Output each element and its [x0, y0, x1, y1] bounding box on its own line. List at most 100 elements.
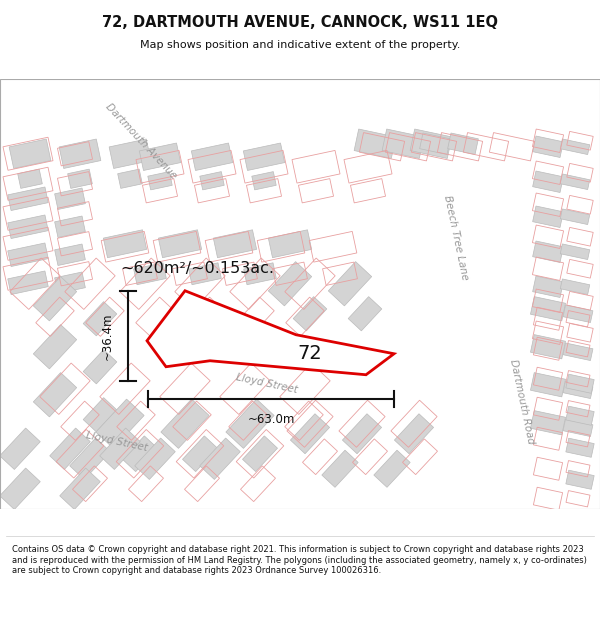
Polygon shape	[0, 211, 340, 274]
Polygon shape	[148, 172, 172, 190]
Text: Map shows position and indicative extent of the property.: Map shows position and indicative extent…	[140, 40, 460, 50]
Polygon shape	[448, 133, 478, 154]
Polygon shape	[566, 470, 594, 489]
Polygon shape	[139, 143, 181, 171]
Text: ~620m²/~0.153ac.: ~620m²/~0.153ac.	[120, 261, 274, 276]
Polygon shape	[8, 187, 48, 211]
Polygon shape	[419, 133, 451, 154]
Polygon shape	[214, 230, 257, 258]
Polygon shape	[109, 139, 151, 169]
Polygon shape	[96, 399, 144, 448]
Polygon shape	[55, 216, 85, 238]
Polygon shape	[563, 381, 593, 399]
Polygon shape	[17, 169, 43, 188]
Polygon shape	[566, 438, 594, 458]
Polygon shape	[103, 230, 146, 258]
Polygon shape	[0, 428, 40, 469]
Polygon shape	[293, 297, 327, 331]
Polygon shape	[560, 139, 590, 154]
Polygon shape	[161, 399, 209, 448]
Polygon shape	[343, 414, 382, 454]
Polygon shape	[68, 169, 92, 188]
Polygon shape	[242, 436, 277, 472]
Polygon shape	[55, 188, 85, 209]
Polygon shape	[533, 241, 563, 262]
Text: ~63.0m: ~63.0m	[247, 412, 295, 426]
Polygon shape	[134, 262, 166, 285]
Polygon shape	[244, 143, 284, 171]
Polygon shape	[83, 398, 117, 432]
Polygon shape	[118, 169, 142, 188]
Polygon shape	[188, 262, 221, 285]
Polygon shape	[394, 414, 434, 454]
Polygon shape	[530, 297, 566, 321]
Polygon shape	[34, 372, 77, 417]
Polygon shape	[490, 79, 600, 224]
Polygon shape	[348, 297, 382, 331]
Polygon shape	[8, 215, 48, 239]
Polygon shape	[50, 428, 90, 469]
Polygon shape	[147, 291, 394, 375]
Polygon shape	[8, 271, 48, 294]
Polygon shape	[182, 436, 217, 472]
Polygon shape	[252, 172, 276, 190]
Polygon shape	[560, 279, 590, 294]
Polygon shape	[55, 244, 85, 266]
Polygon shape	[55, 272, 85, 294]
Polygon shape	[70, 438, 110, 479]
Polygon shape	[268, 230, 311, 258]
Text: ~36.4m: ~36.4m	[101, 312, 114, 359]
Text: Lloyd Street: Lloyd Street	[85, 431, 149, 454]
Polygon shape	[563, 305, 593, 322]
Polygon shape	[530, 372, 566, 397]
Polygon shape	[8, 243, 48, 266]
Polygon shape	[322, 450, 358, 488]
Text: Dartmouth Avenue: Dartmouth Avenue	[104, 101, 178, 181]
Polygon shape	[200, 438, 240, 479]
Polygon shape	[560, 244, 590, 259]
Polygon shape	[59, 139, 101, 169]
Text: Lloyd Street: Lloyd Street	[235, 372, 299, 396]
Polygon shape	[500, 364, 600, 514]
Polygon shape	[135, 438, 175, 479]
Polygon shape	[268, 262, 311, 306]
Polygon shape	[530, 334, 566, 359]
Polygon shape	[34, 324, 77, 369]
Polygon shape	[563, 419, 593, 436]
Polygon shape	[533, 206, 563, 228]
Polygon shape	[563, 343, 593, 361]
Polygon shape	[382, 129, 424, 159]
Polygon shape	[0, 79, 310, 419]
Polygon shape	[566, 406, 594, 425]
Polygon shape	[560, 174, 590, 189]
Polygon shape	[100, 428, 140, 469]
Polygon shape	[560, 209, 590, 224]
Polygon shape	[60, 468, 100, 509]
Polygon shape	[530, 411, 566, 435]
Polygon shape	[191, 143, 233, 171]
Polygon shape	[533, 171, 563, 192]
Polygon shape	[244, 262, 277, 285]
Text: 72, DARTMOUTH AVENUE, CANNOCK, WS11 1EQ: 72, DARTMOUTH AVENUE, CANNOCK, WS11 1EQ	[102, 15, 498, 30]
Polygon shape	[566, 374, 594, 393]
Text: 72: 72	[298, 344, 322, 363]
Polygon shape	[328, 262, 371, 306]
Polygon shape	[533, 276, 563, 298]
Polygon shape	[533, 136, 563, 158]
Polygon shape	[226, 399, 274, 448]
Text: Dartmouth Road: Dartmouth Road	[508, 358, 536, 444]
Polygon shape	[158, 230, 202, 258]
Polygon shape	[0, 174, 520, 234]
Polygon shape	[122, 436, 157, 472]
Polygon shape	[83, 302, 117, 336]
Polygon shape	[410, 129, 452, 159]
Polygon shape	[374, 450, 410, 488]
Polygon shape	[34, 277, 77, 321]
Text: Beech Tree Lane: Beech Tree Lane	[442, 194, 470, 281]
Polygon shape	[290, 414, 329, 454]
Polygon shape	[354, 129, 396, 159]
Polygon shape	[200, 172, 224, 190]
Polygon shape	[445, 309, 555, 409]
Text: Contains OS data © Crown copyright and database right 2021. This information is : Contains OS data © Crown copyright and d…	[12, 545, 587, 575]
Polygon shape	[9, 139, 51, 169]
